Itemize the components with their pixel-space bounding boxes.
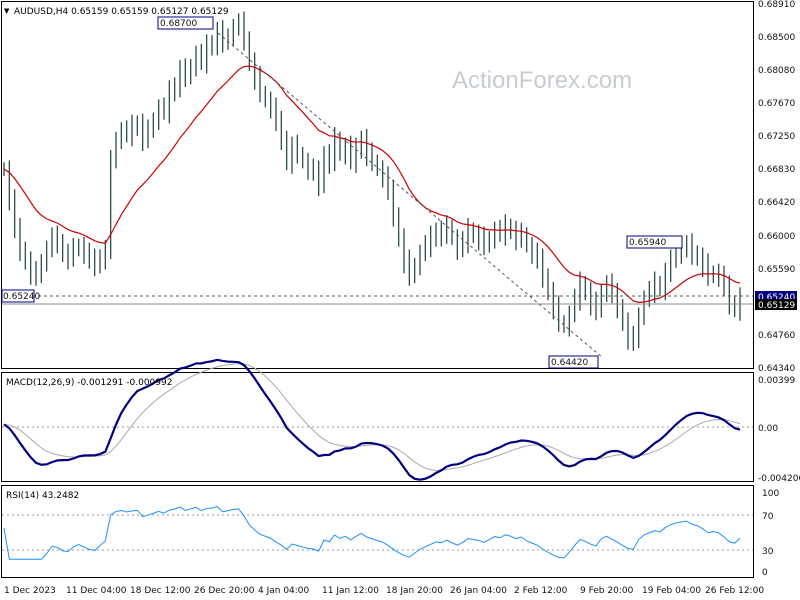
price-bars xyxy=(3,11,741,351)
xtick: 2 Feb 12:00 xyxy=(514,586,568,596)
xtick: 18 Jan 20:00 xyxy=(386,586,443,596)
rsi-ytick: 0 xyxy=(762,568,768,578)
ytick: 0.65129 xyxy=(758,301,795,311)
xtick: 26 Jan 04:00 xyxy=(450,586,507,596)
macd-line xyxy=(3,358,741,481)
ytick: 0.64340 xyxy=(758,364,795,374)
rsi-line xyxy=(3,505,741,560)
ytick: 0.66420 xyxy=(758,198,795,208)
ytick: 0.68500 xyxy=(758,33,795,43)
annotation-box-low xyxy=(548,355,599,369)
annotation-support: 0.65240 xyxy=(3,292,40,302)
rsi-ytick: 70 xyxy=(762,512,774,522)
macd-signal-line xyxy=(3,363,741,471)
x-axis: 1 Dec 2023 11 Dec 04:00 18 Dec 12:00 26 … xyxy=(4,586,764,596)
ytick: 0.68080 xyxy=(758,66,795,76)
rsi-title: RSI(14) 43.2482 xyxy=(6,491,79,501)
ytick: 0.66830 xyxy=(758,165,795,175)
ytick: 0.64760 xyxy=(758,331,795,341)
xtick: 1 Dec 2023 xyxy=(4,586,56,596)
xtick: 18 Dec 12:00 xyxy=(130,586,191,596)
macd-ytick: 0.00399 xyxy=(758,376,795,386)
macd-ytick: -0.004206 xyxy=(758,474,800,484)
annotation-box-support xyxy=(1,289,35,303)
ytick: 0.68910 xyxy=(758,0,795,10)
price-marker-support xyxy=(755,291,797,302)
price-y-axis: 0.68910 0.68500 0.68080 0.67670 0.67250 … xyxy=(755,0,797,374)
xtick: 11 Dec 04:00 xyxy=(66,586,127,596)
moving-average xyxy=(3,65,741,303)
annotation-low: 0.64420 xyxy=(551,358,588,368)
ytick: 0.66000 xyxy=(758,232,795,242)
ytick: 0.67670 xyxy=(758,99,795,109)
rsi-ytick: 100 xyxy=(762,489,779,499)
title-arrow-icon: ▼ xyxy=(4,7,10,15)
price-title: AUDUSD,H4 0.65159 0.65159 0.65127 0.6512… xyxy=(14,7,229,17)
ytick: 0.65240 xyxy=(758,293,795,303)
watermark: ActionForex.com xyxy=(452,67,632,94)
xtick: 26 Dec 20:00 xyxy=(194,586,255,596)
macd-title: MACD(12,26,9) -0.001291 -0.000992 xyxy=(6,378,172,388)
macd-ytick: 0.00 xyxy=(758,424,778,434)
rsi-panel-frame xyxy=(1,485,754,578)
xtick: 4 Jan 04:00 xyxy=(258,586,310,596)
annotation-box-0.6594 xyxy=(626,235,683,249)
macd-lines xyxy=(3,358,741,481)
moving-average-line xyxy=(3,65,741,303)
macd-panel-frame xyxy=(1,372,754,482)
annotation-0.6594: 0.65940 xyxy=(629,238,666,248)
price-marker-current xyxy=(755,299,797,310)
xtick: 26 Feb 12:00 xyxy=(705,586,764,596)
rsi-series-line xyxy=(3,505,741,560)
annotation-high: 0.68700 xyxy=(160,19,197,29)
price-panel-frame xyxy=(1,1,754,369)
xtick: 9 Feb 20:00 xyxy=(580,586,634,596)
xtick: 19 Feb 04:00 xyxy=(642,586,701,596)
ytick: 0.65590 xyxy=(758,265,795,275)
ytick: 0.67250 xyxy=(758,132,795,142)
rsi-ytick: 30 xyxy=(762,547,774,557)
xtick: 11 Jan 12:00 xyxy=(322,586,379,596)
